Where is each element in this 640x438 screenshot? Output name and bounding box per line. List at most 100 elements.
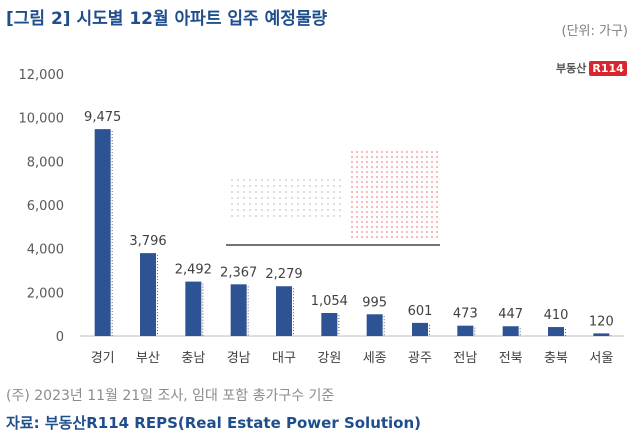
watermark-dot [396,156,398,158]
watermark-dot [396,171,398,173]
watermark-dot [243,203,245,205]
watermark-dot [366,216,368,218]
watermark-dot [401,231,403,233]
watermark-dot [391,191,393,193]
watermark-dot [436,161,438,163]
watermark-dot [416,221,418,223]
watermark-dot [333,203,335,205]
watermark-dot [351,196,353,198]
watermark-dot [356,196,358,198]
watermark-dot [426,196,428,198]
watermark-dot [406,221,408,223]
watermark-dot [411,206,413,208]
watermark-dot [371,226,373,228]
watermark-dot [261,209,263,211]
watermark-dot [291,209,293,211]
watermark-dot [386,206,388,208]
watermark-dot [315,191,317,193]
watermark-dot [261,203,263,205]
watermark-dot [321,191,323,193]
watermark-dot [371,176,373,178]
watermark-dot [333,179,335,181]
watermark-dot [273,197,275,199]
watermark-dot [351,176,353,178]
watermark-dot [396,161,398,163]
watermark-dot [351,201,353,203]
watermark-dot [426,186,428,188]
data-label: 410 [544,308,569,323]
watermark-dot [361,221,363,223]
watermark-dot [376,156,378,158]
watermark-dot [416,151,418,153]
watermark-dot [386,196,388,198]
watermark-dot [356,161,358,163]
watermark-dot [339,191,341,193]
watermark-dot [361,181,363,183]
watermark-dot [431,166,433,168]
watermark-dot [431,176,433,178]
watermark-dot [303,197,305,199]
watermark-dot [421,151,423,153]
watermark-dot [285,197,287,199]
watermark-dot [406,201,408,203]
watermark-dot [426,166,428,168]
category-label: 경남 [227,351,251,366]
watermark-dot [411,211,413,213]
data-label: 995 [362,295,387,310]
watermark-dot [366,221,368,223]
watermark-dot [426,191,428,193]
watermark-dot [321,215,323,217]
watermark-dot [386,211,388,213]
watermark-dot [386,156,388,158]
watermark-dot [309,203,311,205]
watermark-dot [237,191,239,193]
watermark-dot [361,201,363,203]
watermark-dot [291,191,293,193]
watermark-dot [411,181,413,183]
watermark-dot [366,231,368,233]
watermark-dot [431,221,433,223]
watermark-dot [436,176,438,178]
watermark-dot [391,201,393,203]
watermark-dot [279,209,281,211]
watermark-dot [401,166,403,168]
category-label: 대구 [272,351,296,366]
watermark-dot [231,191,233,193]
watermark-dot [406,211,408,213]
watermark-dot [261,185,263,187]
watermark-dot [351,156,353,158]
watermark-dot [376,196,378,198]
watermark-dot [366,206,368,208]
watermark-dot [391,156,393,158]
watermark-dot [333,209,335,211]
watermark-dot [285,203,287,205]
watermark-dot [303,191,305,193]
watermark-dot [411,191,413,193]
watermark-dot [351,231,353,233]
watermark-dot [381,191,383,193]
watermark-dot [411,231,413,233]
watermark-dot [351,226,353,228]
watermark-dot [356,171,358,173]
watermark-dot [421,236,423,238]
watermark-dot [381,211,383,213]
watermark-dot [231,215,233,217]
watermark-dot [411,156,413,158]
watermark-dot [396,216,398,218]
watermark-dot [303,215,305,217]
watermark-dot [249,209,251,211]
watermark-dot [431,181,433,183]
watermark-dot [391,196,393,198]
watermark-dot [421,196,423,198]
watermark-dot [231,185,233,187]
watermark-dot [371,166,373,168]
watermark-dot [411,196,413,198]
watermark-dot [366,171,368,173]
data-label: 1,054 [311,294,348,309]
watermark-dot [411,226,413,228]
watermark-dot [401,171,403,173]
watermark-dot [386,201,388,203]
watermark-dot [386,191,388,193]
watermark-dot [255,209,257,211]
watermark-dot [351,181,353,183]
